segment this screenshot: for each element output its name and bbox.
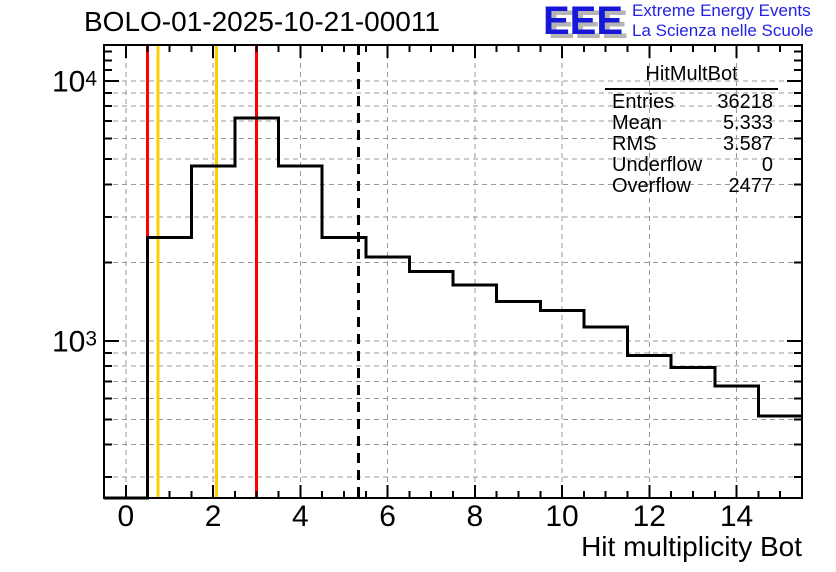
y-axis-tick-label: 104 (51, 65, 97, 99)
x-axis-tick-label: 4 (291, 500, 309, 533)
x-axis-tick-label: 2 (204, 500, 222, 533)
stats-label: RMS (612, 133, 657, 155)
stats-label: Overflow (612, 175, 691, 197)
x-axis-tick-label: 12 (632, 500, 666, 533)
stats-row-overflow: Overflow 2477 (605, 176, 778, 197)
plot-title: BOLO-01-2025-10-21-00011 (84, 6, 440, 37)
stats-row-underflow: Underflow 0 (605, 155, 778, 176)
eee-logo-acronym: EEE (543, 0, 624, 43)
eee-logo: EEE Extreme Energy Events La Scienza nel… (543, 0, 814, 42)
eee-logo-line1: Extreme Energy Events (632, 1, 811, 20)
x-axis-tick-label: 0 (117, 500, 135, 533)
stats-row-rms: RMS 3.587 (605, 134, 778, 155)
stats-row-mean: Mean 5.333 (605, 113, 778, 134)
stats-box: HitMultBot Entries 36218 Mean 5.333 RMS … (605, 62, 778, 197)
stats-value: 5.333 (722, 112, 773, 134)
stats-row-entries: Entries 36218 (605, 92, 778, 113)
stats-value: 3.587 (722, 133, 773, 155)
eee-logo-text: Extreme Energy Events La Scienza nelle S… (632, 1, 813, 41)
stats-value: 36218 (717, 91, 773, 113)
histogram-outline (104, 116, 802, 500)
x-axis-tick-label: 6 (379, 500, 396, 533)
y-axis-tick-label: 103 (51, 325, 97, 359)
stats-label: Entries (612, 91, 675, 113)
stats-value: 2477 (728, 175, 774, 197)
stats-value: 0 (761, 154, 773, 176)
stats-label: Underflow (612, 154, 703, 176)
x-axis-tick-label: 8 (466, 500, 484, 533)
x-axis-title: Hit multiplicity Bot (581, 531, 802, 562)
x-axis-tick-label: 14 (719, 500, 754, 533)
stats-divider (605, 88, 778, 90)
eee-logo-line2: La Scienza nelle Scuole (632, 21, 814, 40)
stats-label: Mean (612, 112, 663, 134)
stats-title: HitMultBot (645, 63, 738, 85)
x-axis-tick-label: 10 (545, 500, 579, 533)
